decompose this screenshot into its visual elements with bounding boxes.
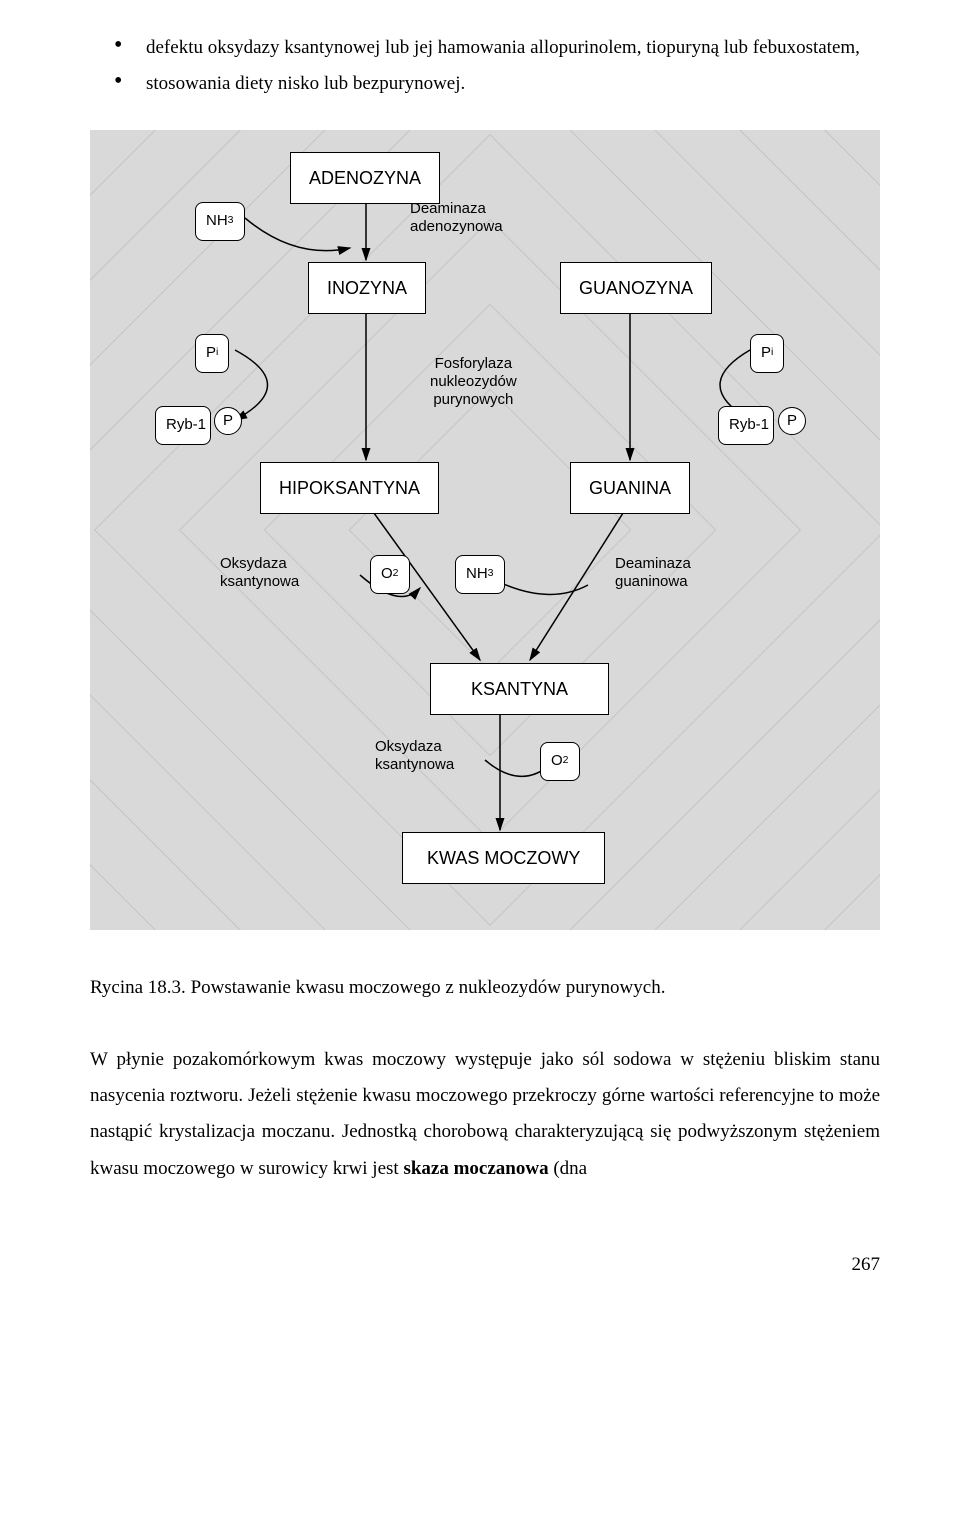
caption-prefix: Rycina 18.3. — [90, 977, 191, 998]
label-fosforylaza: Fosforylaza nukleozydów purynowych — [430, 355, 517, 409]
node-ryb1p-left: Ryb-1 — [155, 406, 211, 445]
node-nh3-2: NH3 — [455, 555, 505, 594]
node-pi-left: Pi — [195, 334, 229, 373]
label-oksydaza-1: Oksydaza ksantynowa — [220, 555, 299, 591]
node-o2-2: O2 — [540, 742, 580, 781]
paragraph-after: (dna — [549, 1158, 588, 1179]
bullet-list: defektu oksydazy ksantynowej lub jej ham… — [90, 30, 880, 102]
page-number: 267 — [90, 1247, 880, 1283]
figure-caption: Rycina 18.3. Powstawanie kwasu moczowego… — [90, 970, 880, 1006]
diagram-container: ADENOZYNA NH3 Deaminaza adenozynowa INOZ… — [90, 130, 880, 930]
label-deaminaza-guan: Deaminaza guaninowa — [615, 555, 691, 591]
label-deaminaza-adeno: Deaminaza adenozynowa — [410, 200, 503, 236]
list-item: stosowania diety nisko lub bezpurynowej. — [124, 66, 880, 102]
caption-text: Powstawanie kwasu moczowego z nukleozydó… — [191, 977, 666, 998]
node-ksantyna: KSANTYNA — [430, 663, 609, 715]
paragraph-bold: skaza moczanowa — [403, 1158, 548, 1179]
node-p-circle-right: P — [778, 407, 806, 435]
body-paragraph: W płynie pozakomórkowym kwas moczowy wys… — [90, 1042, 880, 1186]
node-guanina: GUANINA — [570, 462, 690, 514]
diagram-svg — [90, 130, 880, 930]
node-hipoksantyna: HIPOKSANTYNA — [260, 462, 439, 514]
node-adenozyna: ADENOZYNA — [290, 152, 440, 204]
node-kwas-moczowy: KWAS MOCZOWY — [402, 832, 605, 884]
node-nh3-1: NH3 — [195, 202, 245, 241]
node-pi-right: Pi — [750, 334, 784, 373]
node-inozyna: INOZYNA — [308, 262, 426, 314]
node-p-circle-left: P — [214, 407, 242, 435]
node-o2-1: O2 — [370, 555, 410, 594]
label-oksydaza-2: Oksydaza ksantynowa — [375, 738, 454, 774]
list-item: defektu oksydazy ksantynowej lub jej ham… — [124, 30, 880, 66]
node-guanozyna: GUANOZYNA — [560, 262, 712, 314]
node-ryb1p-right: Ryb-1 — [718, 406, 774, 445]
